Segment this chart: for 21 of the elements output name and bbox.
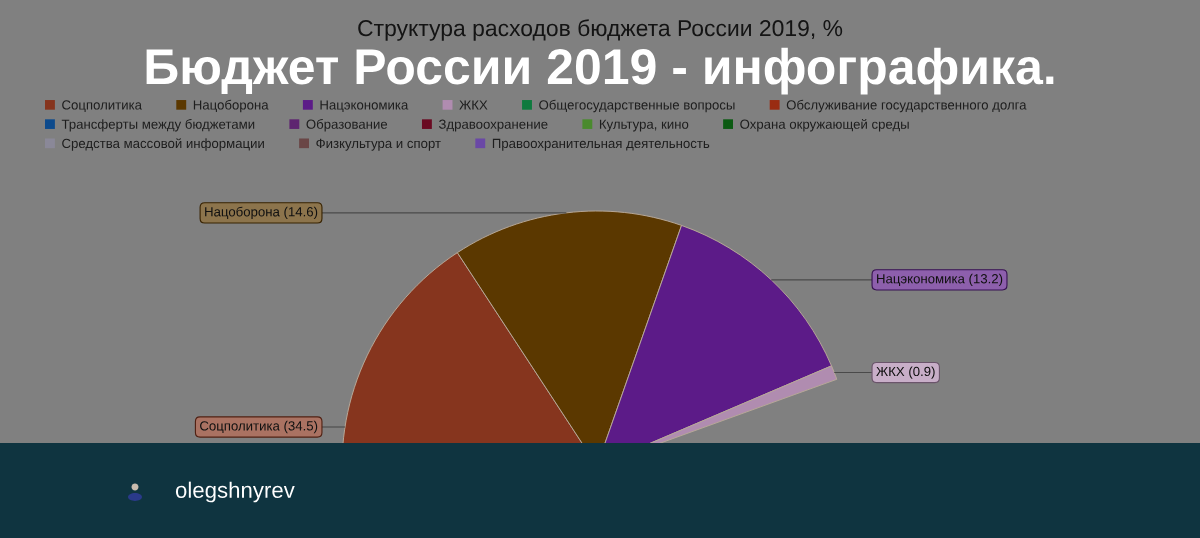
legend-label: Физкультура и спорт — [316, 138, 441, 151]
chart-title: Структура расходов бюджета России 2019, % — [358, 19, 843, 41]
legend-label: Правоохранительная деятельность — [492, 138, 710, 151]
category-label: Нацоборона (14.6) — [205, 206, 318, 220]
legend-label: Обслуживание государственного долга — [786, 99, 1027, 113]
legend-label: Охрана окружающей среды — [740, 118, 909, 132]
legend-label: Здравоохранение — [438, 119, 548, 132]
legend-label: Общегосударственные вопросы — [539, 99, 735, 113]
category-label: Нацэкономика (13.2) — [877, 273, 1003, 287]
legend-label: Соцполитика — [62, 100, 142, 113]
legend-label: Культура, кино — [599, 119, 689, 132]
text: olegshnyrev — [175, 481, 295, 503]
legend-label: Средства массовой информации — [62, 138, 264, 151]
category-label: Соцполитика (34.5) — [200, 420, 318, 434]
legend-label: Образование — [306, 119, 388, 132]
legend-label: Нацоборона — [193, 99, 269, 113]
legend-label: ЖКХ — [459, 100, 488, 110]
legend-label: Нацэкономика — [320, 100, 409, 113]
text: Бюджет России 2019 - инфографика. — [146, 47, 1054, 95]
category-label: ЖКХ (0.9) — [876, 366, 935, 379]
legend-label: Трансферты между бюджетами — [61, 119, 255, 132]
